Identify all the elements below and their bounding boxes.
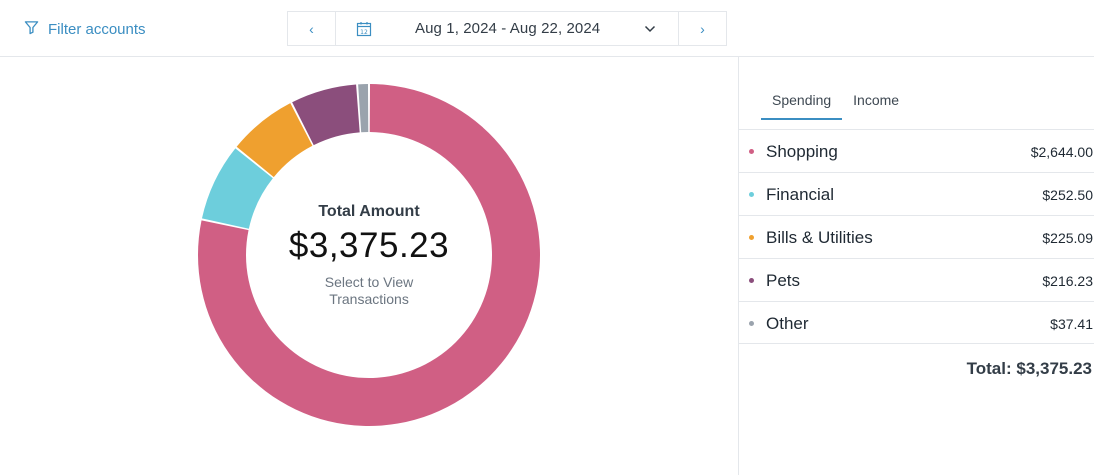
- previous-period-button[interactable]: ‹: [288, 12, 336, 45]
- spending-total: Total: $3,375.23: [966, 359, 1092, 378]
- chevron-left-icon: ‹: [309, 20, 314, 37]
- category-row-pets[interactable]: Pets $216.23: [739, 258, 1094, 301]
- category-name: Other: [766, 314, 809, 333]
- panel-divider: [738, 57, 739, 475]
- date-range-dropdown[interactable]: 12 Aug 1, 2024 - Aug 22, 2024: [336, 12, 678, 45]
- category-color-dot: [749, 149, 754, 154]
- tab-income[interactable]: Income: [853, 92, 900, 108]
- donut-slice-bills-utilities[interactable]: [236, 103, 313, 178]
- category-name: Financial: [766, 185, 835, 204]
- calendar-day: 12: [360, 29, 368, 36]
- donut-slice-financial[interactable]: [201, 148, 273, 229]
- donut-center-subtitle: Select to View Transactions: [324, 274, 414, 307]
- filter-accounts-button[interactable]: Filter accounts: [24, 18, 146, 40]
- donut-center-amount: $3,375.23: [288, 226, 450, 265]
- next-period-button[interactable]: ›: [678, 12, 726, 45]
- donut-slice-pets[interactable]: [292, 84, 360, 146]
- donut-svg: [197, 84, 540, 427]
- category-amount: $252.50: [1042, 187, 1093, 203]
- chevron-right-icon: ›: [700, 20, 705, 37]
- date-range-text: Aug 1, 2024 - Aug 22, 2024: [415, 20, 601, 37]
- category-amount: $2,644.00: [1030, 144, 1093, 160]
- tab-bar: Spending Income: [761, 84, 910, 121]
- filter-icon: [24, 20, 39, 39]
- filter-accounts-label: Filter accounts: [48, 20, 146, 38]
- category-row-other[interactable]: Other $37.41: [739, 301, 1094, 344]
- tab-spending[interactable]: Spending: [761, 84, 843, 120]
- category-name: Bills & Utilities: [766, 228, 873, 247]
- category-color-dot: [749, 192, 754, 197]
- spending-donut-chart: Total Amount $3,375.23 Select to View Tr…: [190, 76, 548, 434]
- toolbar: Filter accounts ‹ 12 Aug 1, 2024 - Aug 2…: [0, 0, 1094, 57]
- category-color-dot: [749, 235, 754, 240]
- category-list: Shopping $2,644.00 Financial $252.50 Bil…: [739, 129, 1094, 344]
- category-amount: $37.41: [1050, 316, 1093, 332]
- donut-slice-other[interactable]: [358, 84, 369, 133]
- category-row-bills-utilities[interactable]: Bills & Utilities $225.09: [739, 215, 1094, 258]
- category-color-dot: [749, 278, 754, 283]
- category-name: Shopping: [766, 142, 838, 161]
- date-range-picker: ‹ 12 Aug 1, 2024 - Aug 22, 2024 ›: [287, 11, 727, 46]
- category-row-financial[interactable]: Financial $252.50: [739, 172, 1094, 215]
- category-row-shopping[interactable]: Shopping $2,644.00: [739, 129, 1094, 172]
- category-amount: $225.09: [1042, 230, 1093, 246]
- category-color-dot: [749, 321, 754, 326]
- donut-center-title: Total Amount: [318, 203, 420, 220]
- category-amount: $216.23: [1042, 273, 1093, 289]
- category-name: Pets: [766, 271, 801, 290]
